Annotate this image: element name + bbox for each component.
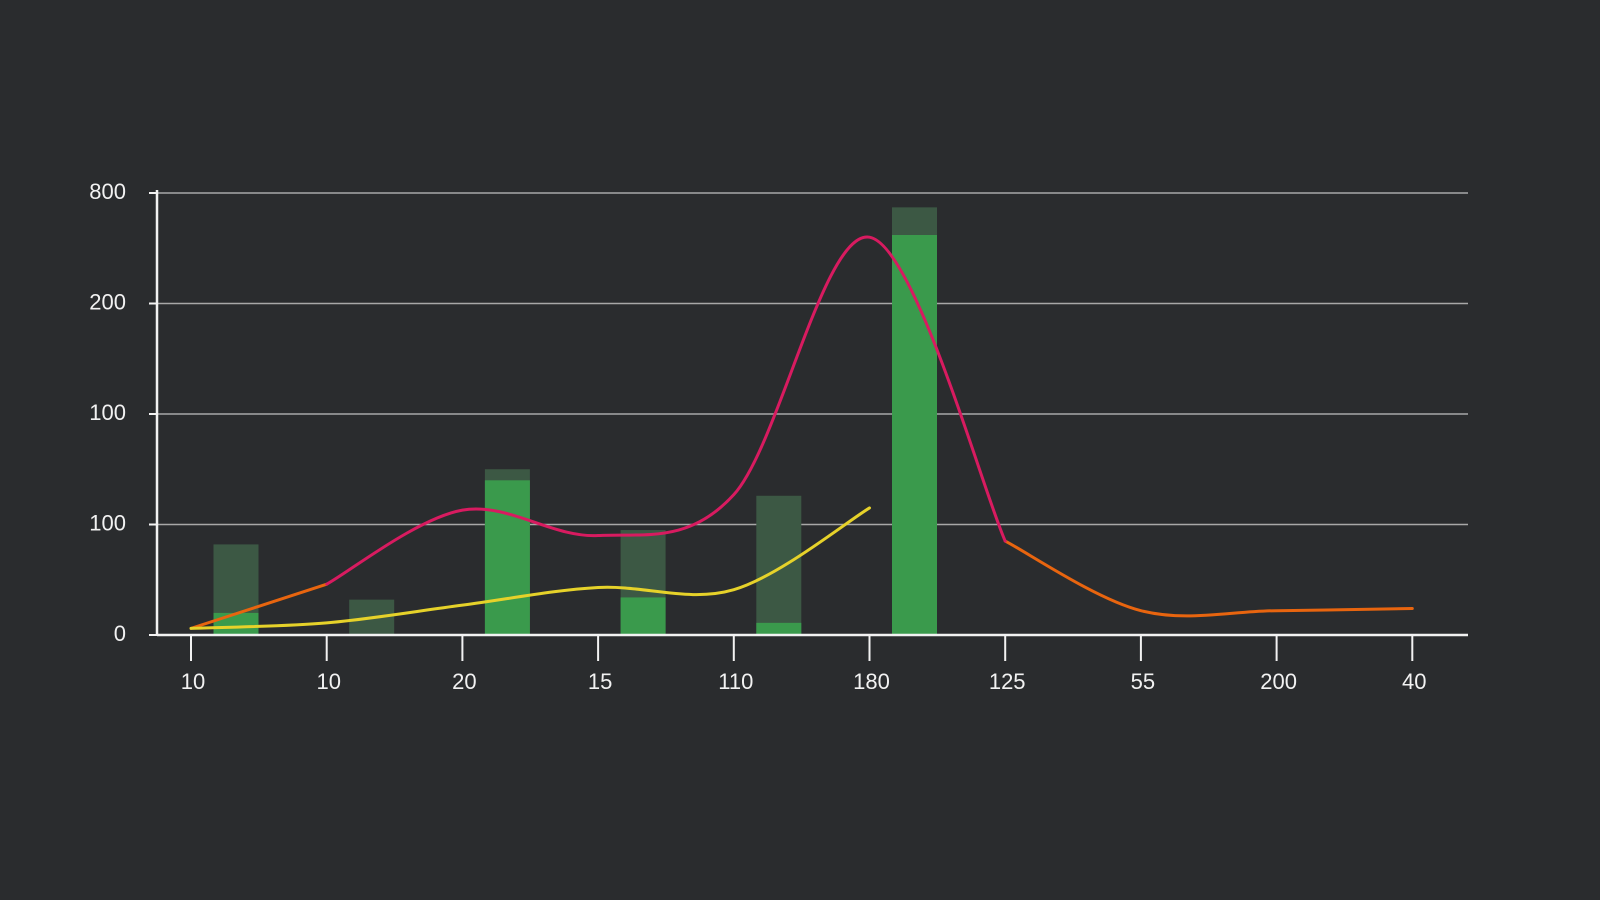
y-tick-label: 200 — [89, 289, 126, 314]
bar — [484, 480, 530, 635]
bar — [756, 622, 802, 635]
x-tick-label: 200 — [1260, 669, 1297, 694]
x-tick-label: 125 — [989, 669, 1026, 694]
x-tick-label: 20 — [452, 669, 476, 694]
x-tick-label: 55 — [1131, 669, 1155, 694]
bars — [213, 207, 937, 636]
line-series — [325, 235, 1007, 586]
bar — [620, 597, 666, 635]
line-series — [189, 539, 1414, 630]
x-tick-label: 15 — [588, 669, 612, 694]
x-tick-label: 110 — [718, 669, 753, 694]
x-tick-label: 180 — [853, 669, 890, 694]
x-tick-label: 10 — [181, 669, 205, 694]
y-tick-label: 0 — [114, 621, 126, 646]
bar — [756, 495, 802, 635]
x-tick-label: 40 — [1402, 669, 1426, 694]
y-tick-label: 100 — [89, 400, 126, 425]
labels: 0 100 100 200 800 10 10 20 15 110 180 125 55 200 40 — [89, 179, 1426, 694]
lines — [189, 235, 1414, 630]
y-tick-label: 100 — [89, 510, 126, 535]
y-tick-label: 800 — [89, 179, 126, 204]
line-series — [189, 506, 871, 630]
axes — [149, 190, 1468, 661]
bar — [892, 234, 937, 636]
bar — [213, 612, 259, 635]
x-tick-label: 10 — [316, 669, 340, 694]
